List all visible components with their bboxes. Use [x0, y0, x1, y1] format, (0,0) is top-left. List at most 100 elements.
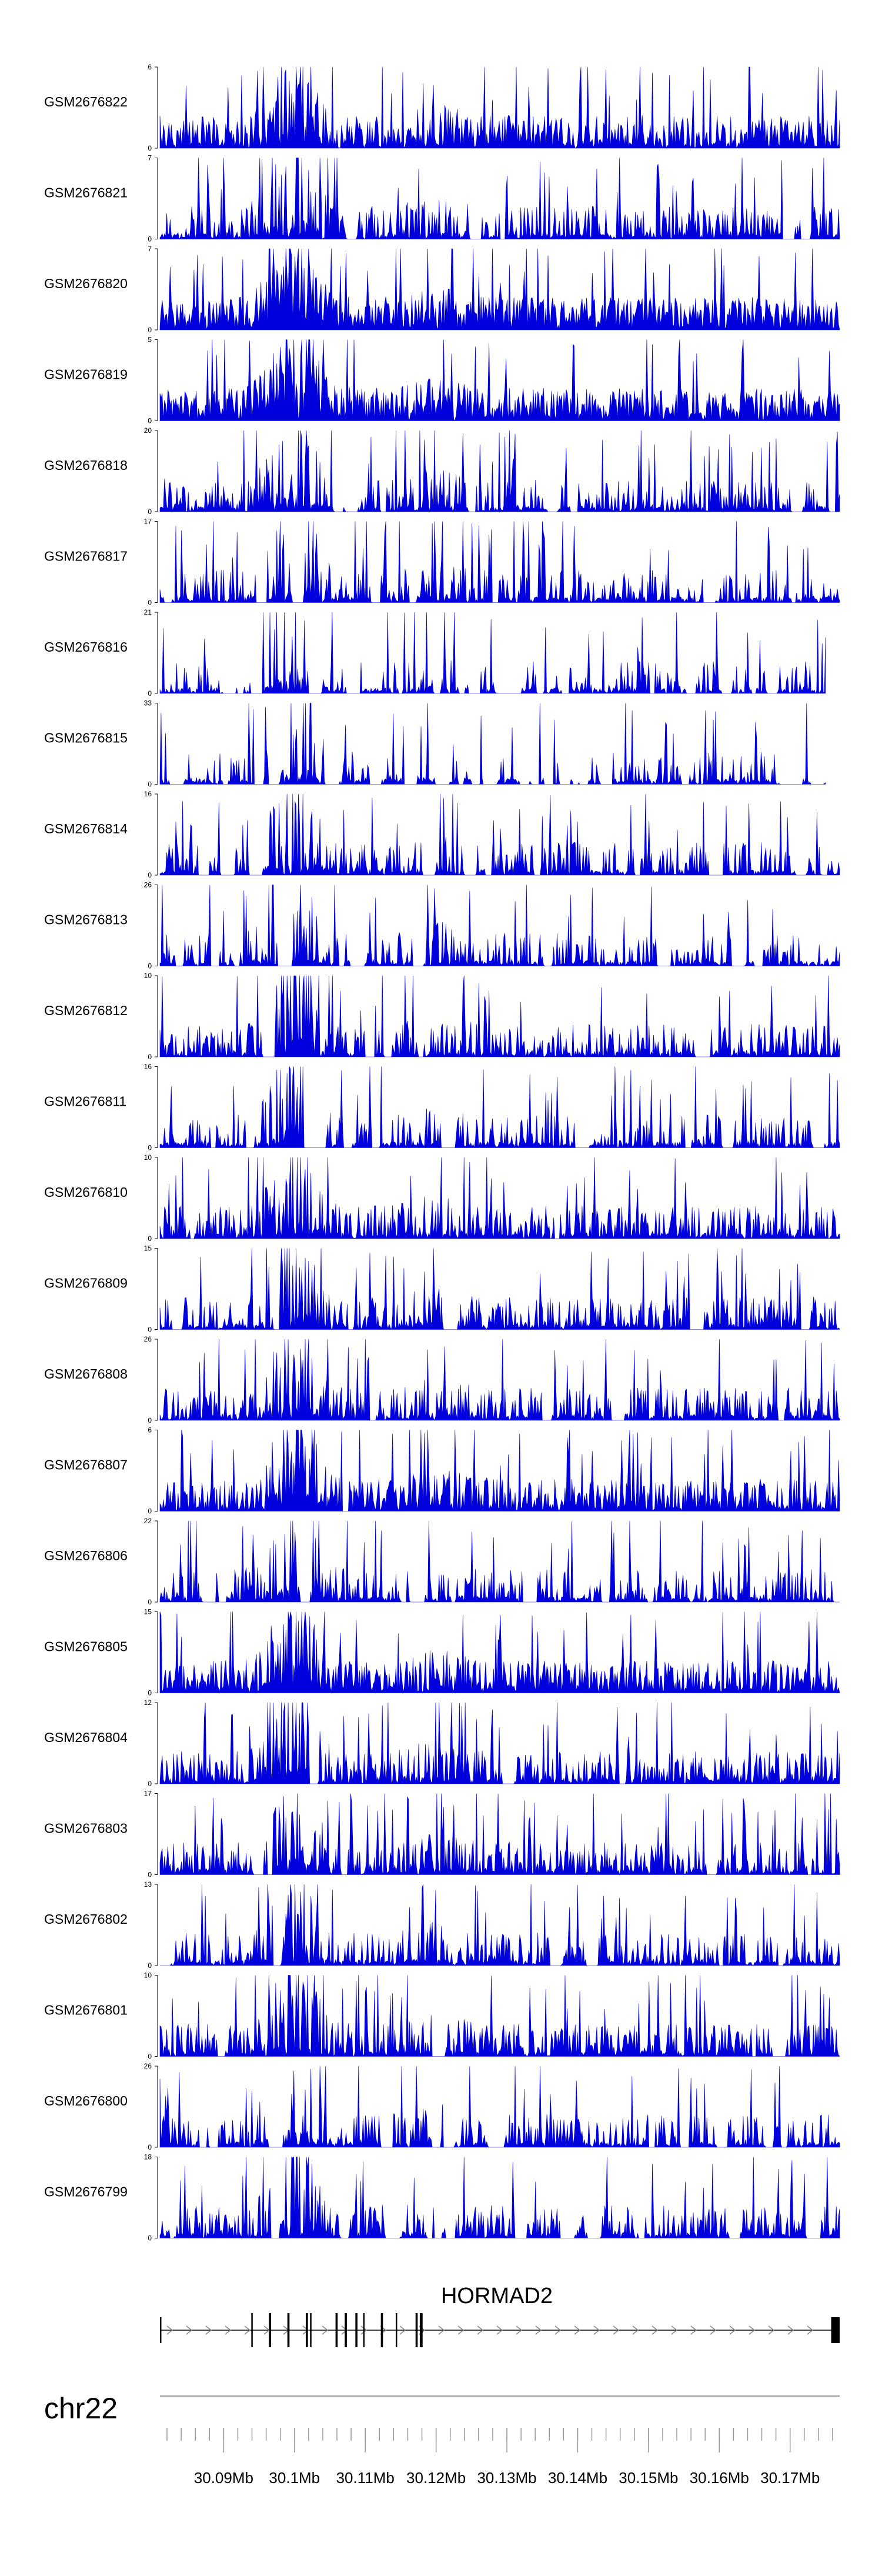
- y-axis-max-label: 5: [148, 336, 152, 344]
- strand-arrow: [671, 2325, 678, 2335]
- track-GSM2676820: GSM2676820 7 0: [44, 245, 840, 334]
- strand-arrow: [768, 2325, 775, 2335]
- axis-tick-label: 30.11Mb: [336, 2469, 395, 2487]
- strand-arrow: [186, 2325, 193, 2335]
- gene-track: HORMAD2: [160, 2284, 840, 2347]
- y-axis-max-label: 17: [144, 518, 152, 526]
- track-GSM2676810: GSM2676810 10 0: [44, 1153, 840, 1243]
- strand-arrow: [302, 2325, 309, 2335]
- strand-arrow: [166, 2325, 173, 2335]
- track-GSM2676818: GSM2676818 20 0: [44, 426, 840, 516]
- track-label: GSM2676811: [44, 1094, 126, 1109]
- signal-area: [160, 1884, 840, 1966]
- track-GSM2676805: GSM2676805 15 0: [44, 1608, 840, 1697]
- track-label: GSM2676814: [44, 821, 128, 836]
- signal-area: [159, 1248, 840, 1330]
- y-axis-min-label: 0: [148, 1507, 152, 1516]
- gene-exons: [160, 2313, 840, 2347]
- track-label: GSM2676803: [44, 1821, 128, 1836]
- y-axis-max-label: 13: [144, 1880, 152, 1888]
- signal-area: [159, 158, 840, 240]
- strand-arrow: [652, 2325, 659, 2335]
- y-axis-min-label: 0: [148, 599, 152, 607]
- y-axis-min-label: 0: [148, 2143, 152, 2151]
- track-label: GSM2676821: [44, 185, 128, 201]
- y-axis-max-label: 15: [144, 1244, 152, 1253]
- strand-arrow: [729, 2325, 736, 2335]
- track-GSM2676814: GSM2676814 16 0: [44, 790, 840, 879]
- y-axis-max-label: 15: [144, 1608, 152, 1616]
- track-label: GSM2676810: [44, 1184, 128, 1200]
- exon: [306, 2313, 308, 2347]
- signal-area: [159, 430, 840, 512]
- track-label: GSM2676806: [44, 1548, 128, 1563]
- y-axis-min-label: 0: [148, 326, 152, 334]
- strand-arrow: [457, 2325, 465, 2335]
- strand-arrow: [710, 2325, 717, 2335]
- strand-arrow: [341, 2325, 348, 2335]
- strand-arrow: [360, 2325, 368, 2335]
- track-GSM2676812: GSM2676812 10 0: [44, 972, 840, 1061]
- strand-arrow: [496, 2325, 503, 2335]
- y-axis-min-label: 0: [148, 144, 152, 152]
- y-axis-max-label: 16: [144, 1063, 152, 1071]
- strand-arrow: [593, 2325, 600, 2335]
- strand-arrow: [613, 2325, 620, 2335]
- genome-axis: chr22 30.09Mb 30.1Mb 30.11Mb 30.12Mb 30.13Mb…: [44, 2392, 840, 2487]
- track-label: GSM2676819: [44, 367, 128, 382]
- axis-tick-label: 30.17Mb: [760, 2469, 820, 2487]
- y-axis-max-label: 10: [144, 972, 152, 980]
- axis-tick-label: 30.16Mb: [690, 2469, 749, 2487]
- chromosome-label: chr22: [44, 2392, 118, 2425]
- y-axis-min-label: 0: [148, 2053, 152, 2061]
- axis-tick-label: 30.1Mb: [269, 2469, 320, 2487]
- exon: [831, 2317, 840, 2343]
- y-axis-max-label: 7: [148, 245, 152, 253]
- y-axis-max-label: 26: [144, 2062, 152, 2070]
- exon: [335, 2313, 338, 2347]
- y-axis-max-label: 10: [144, 1971, 152, 1980]
- y-axis-min-label: 0: [148, 508, 152, 516]
- y-axis-min-label: 0: [148, 1326, 152, 1334]
- signal-area: [159, 975, 840, 1057]
- y-axis-max-label: 20: [144, 426, 152, 435]
- y-axis-min-label: 0: [148, 962, 152, 970]
- track-label: GSM2676812: [44, 1003, 128, 1018]
- y-axis-max-label: 33: [144, 699, 152, 708]
- y-axis-max-label: 26: [144, 881, 152, 889]
- signal-area: [159, 1339, 840, 1421]
- track-GSM2676801: GSM2676801 10 0: [44, 1971, 840, 2061]
- track-label: GSM2676822: [44, 94, 128, 109]
- exon: [363, 2313, 365, 2347]
- y-axis-min-label: 0: [148, 1961, 152, 1970]
- strand-arrow: [787, 2325, 794, 2335]
- track-GSM2676802: GSM2676802 13 0: [44, 1880, 840, 1970]
- y-axis-max-label: 16: [144, 790, 152, 798]
- y-axis-min-label: 0: [148, 1053, 152, 1061]
- track-label: GSM2676799: [44, 2184, 128, 2200]
- strand-arrow: [399, 2325, 406, 2335]
- signal-area: [159, 521, 840, 603]
- track-label: GSM2676805: [44, 1639, 128, 1654]
- y-axis-max-label: 6: [148, 63, 152, 71]
- track-GSM2676807: GSM2676807 6 0: [44, 1426, 840, 1516]
- track-GSM2676811: GSM2676811 16 0: [44, 1063, 840, 1152]
- signal-area: [159, 612, 826, 695]
- track-GSM2676803: GSM2676803 17 0: [44, 1790, 840, 1879]
- track-GSM2676804: GSM2676804 12 0: [44, 1699, 840, 1788]
- strand-arrow: [322, 2325, 329, 2335]
- strand-arrow: [225, 2325, 232, 2335]
- strand-arrow: [535, 2325, 542, 2335]
- signal-area: [159, 1157, 840, 1239]
- signal-area: [159, 1702, 840, 1784]
- y-axis-max-label: 7: [148, 154, 152, 162]
- axis-ticks: 30.09Mb 30.1Mb 30.11Mb 30.12Mb 30.13Mb 30.14M…: [166, 2428, 833, 2487]
- track-GSM2676799: GSM2676799 18 0: [44, 2153, 840, 2243]
- track-GSM2676813: GSM2676813 26 0: [44, 881, 840, 970]
- y-axis-max-label: 21: [144, 608, 152, 616]
- signal-area: [159, 703, 826, 785]
- signal-area: [159, 248, 840, 331]
- signal-area: [159, 1611, 840, 1693]
- track-GSM2676816: GSM2676816 21 0: [44, 608, 826, 698]
